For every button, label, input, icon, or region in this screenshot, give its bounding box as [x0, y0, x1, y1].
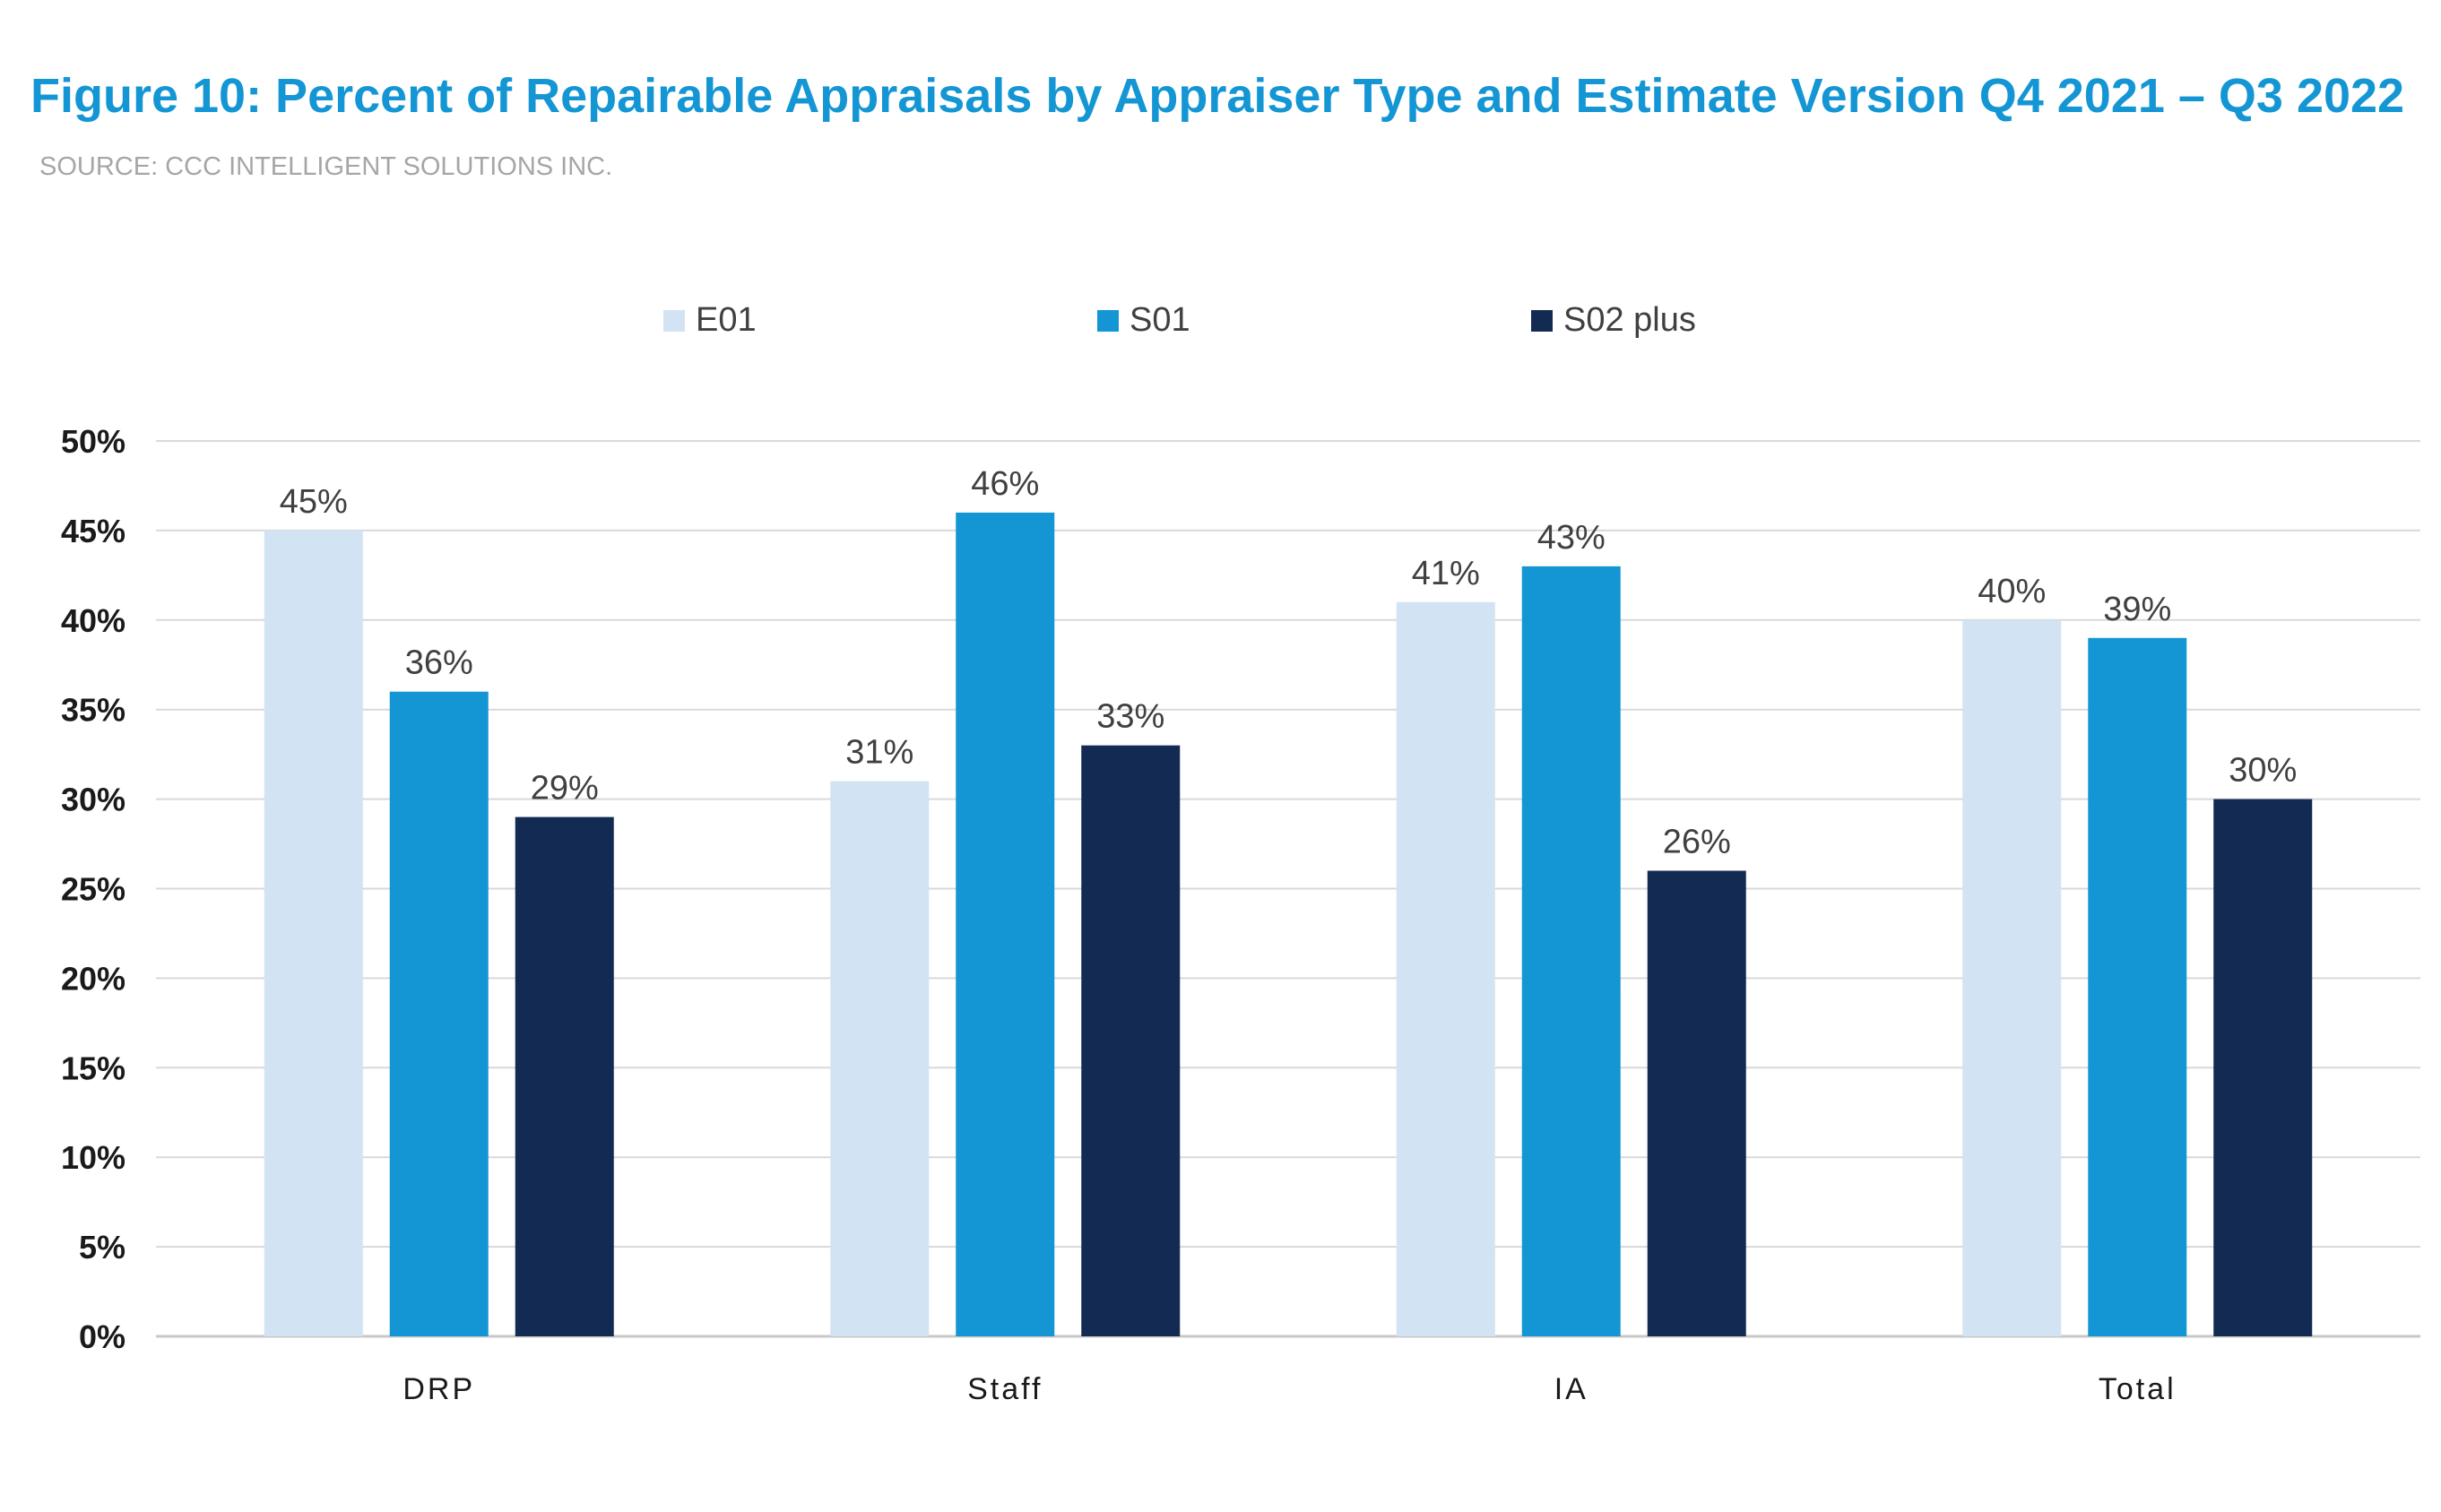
data-label: 43% — [1537, 519, 1606, 557]
bar-s02-plus — [1081, 745, 1181, 1336]
data-label: 45% — [280, 483, 348, 521]
x-tick-label: Staff — [967, 1372, 1043, 1406]
bar-s02-plus — [1647, 870, 1746, 1336]
y-tick-label: 30% — [61, 782, 126, 818]
bar-e01 — [264, 530, 363, 1336]
legend-item-e01: E01 — [663, 301, 757, 340]
bar-s01 — [389, 691, 489, 1336]
legend: E01 S01 S02 plus — [0, 301, 2441, 346]
y-tick-label: 5% — [79, 1229, 126, 1266]
data-label: 41% — [1412, 555, 1480, 592]
chart-source: SOURCE: CCC INTELLIGENT SOLUTIONS INC. — [39, 152, 613, 181]
y-tick-label: 15% — [61, 1050, 126, 1086]
bar-e01 — [830, 781, 930, 1336]
y-tick-label: 45% — [61, 513, 126, 549]
bar-s01 — [1521, 566, 1621, 1336]
bar-s02-plus — [2213, 799, 2313, 1336]
x-tick-label: DRP — [403, 1372, 475, 1406]
legend-label-e01: E01 — [696, 301, 757, 339]
x-tick-label: IA — [1554, 1372, 1588, 1406]
data-label: 30% — [2229, 752, 2297, 790]
y-tick-label: 50% — [61, 423, 126, 460]
bar-e01 — [1962, 619, 2062, 1336]
bar-s02-plus — [515, 816, 614, 1336]
y-tick-label: 25% — [61, 871, 126, 908]
legend-label-s02-plus: S02 plus — [1563, 301, 1696, 339]
data-label: 31% — [845, 734, 913, 772]
data-label: 40% — [1978, 573, 2046, 610]
y-tick-label: 0% — [79, 1318, 126, 1355]
x-tick-label: Total — [2099, 1372, 2177, 1406]
legend-item-s02-plus: S02 plus — [1531, 301, 1696, 340]
data-label: 46% — [971, 465, 1039, 503]
y-tick-label: 20% — [61, 960, 126, 997]
bar-s01 — [2088, 637, 2187, 1336]
legend-item-s01: S01 — [1097, 301, 1190, 340]
legend-swatch-s01 — [1097, 309, 1119, 332]
data-label: 29% — [531, 770, 599, 808]
data-label: 36% — [405, 644, 473, 682]
y-tick-label: 40% — [61, 602, 126, 639]
y-tick-label: 10% — [61, 1139, 126, 1176]
legend-label-s01: S01 — [1130, 301, 1190, 339]
legend-swatch-e01 — [663, 309, 685, 332]
chart-title: Figure 10: Percent of Repairable Apprais… — [30, 69, 2405, 123]
data-label: 33% — [1096, 698, 1164, 736]
legend-swatch-s02-plus — [1531, 309, 1553, 332]
data-label: 39% — [2103, 591, 2171, 628]
y-tick-label: 35% — [61, 692, 126, 729]
bar-e01 — [1396, 601, 1495, 1336]
bar-s01 — [956, 512, 1055, 1336]
data-label: 26% — [1663, 824, 1731, 861]
